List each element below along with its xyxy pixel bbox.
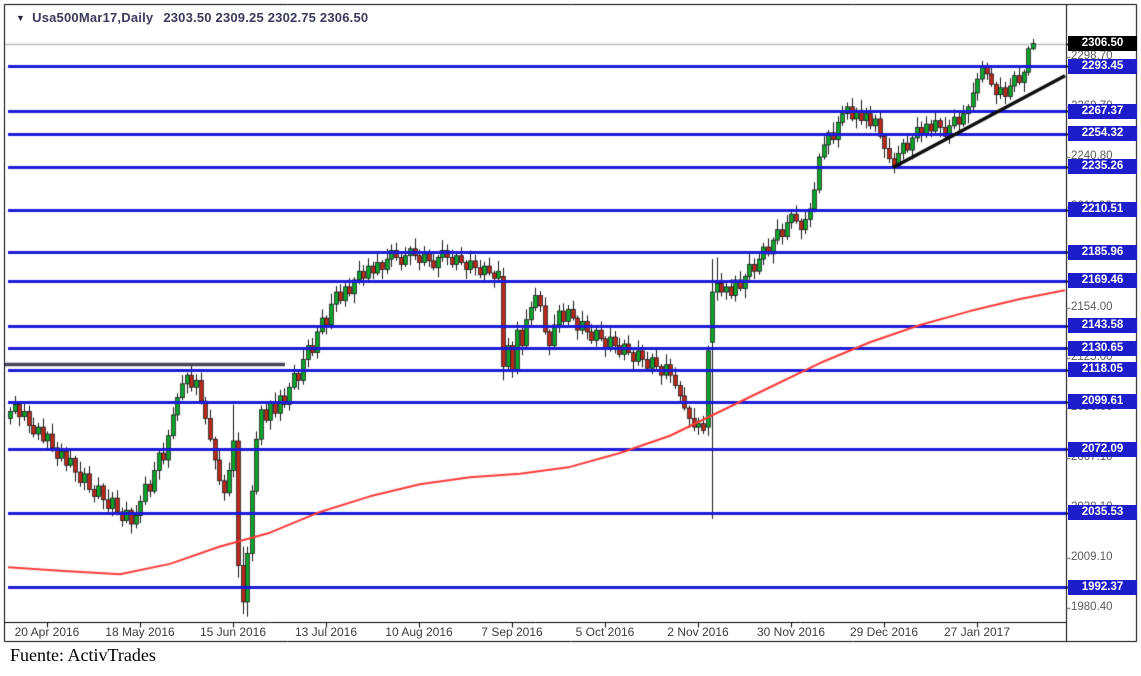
- price-level-tag: 2293.45: [1068, 58, 1137, 74]
- price-level-tag: 2072.09: [1068, 441, 1137, 457]
- chart-symbol-timeframe: Usa500Mar17,Daily: [32, 10, 154, 25]
- price-level-tag: 2130.65: [1068, 340, 1137, 356]
- time-axis-label: 13 Jul 2016: [294, 625, 358, 639]
- time-axis-label: 20 Apr 2016: [14, 625, 80, 639]
- time-axis-label: 5 Oct 2016: [575, 625, 635, 639]
- time-axis-label: 18 May 2016: [105, 625, 175, 639]
- price-axis-tick: 2009.10: [1071, 551, 1113, 564]
- time-axis-label: 15 Jun 2016: [199, 625, 267, 639]
- current-price-tag: 2306.50: [1068, 36, 1137, 52]
- time-axis-label: 29 Dec 2016: [849, 625, 919, 639]
- price-level-tag: 2169.46: [1068, 273, 1137, 289]
- time-axis-label: 30 Nov 2016: [756, 625, 826, 639]
- price-level-tag: 2035.53: [1068, 505, 1137, 521]
- price-axis-tick: 2240.80: [1071, 150, 1113, 163]
- price-level-tag: 2143.58: [1068, 318, 1137, 334]
- price-level-tag: 1992.37: [1068, 579, 1137, 595]
- time-scale: 20 Apr 2016 18 May 2016 15 Jun 2016 13 Jul …: [0, 625, 1066, 641]
- time-axis-label: 10 Aug 2016: [385, 625, 453, 639]
- time-axis-label: 7 Sep 2016: [481, 625, 543, 639]
- chart-ohlc-values: 2303.50 2309.25 2302.75 2306.50: [163, 10, 369, 25]
- price-level-tag: 2267.37: [1068, 103, 1137, 119]
- price-level-tag: 2099.61: [1068, 394, 1137, 410]
- source-caption: Fuente: ActivTrades: [10, 645, 156, 665]
- price-scale: 2298.702269.702211.902183.002125.002096.…: [1067, 0, 1141, 676]
- time-axis-label: 2 Nov 2016: [667, 625, 729, 639]
- chart-title-bar: ▼ Usa500Mar17,Daily 2303.50 2309.25 2302.7…: [16, 10, 368, 25]
- price-axis-tick: 2154.00: [1071, 300, 1113, 313]
- price-axis-tick: 1980.40: [1071, 601, 1113, 614]
- time-axis-label: 27 Jan 2017: [943, 625, 1011, 639]
- symbol-dropdown-icon[interactable]: ▼: [16, 13, 26, 23]
- price-level-tag: 2118.05: [1068, 362, 1137, 378]
- price-level-tag: 2210.51: [1068, 202, 1137, 218]
- price-level-tag: 2254.32: [1068, 126, 1137, 142]
- price-level-tag: 2235.26: [1068, 159, 1137, 175]
- price-level-tag: 2185.96: [1068, 244, 1137, 260]
